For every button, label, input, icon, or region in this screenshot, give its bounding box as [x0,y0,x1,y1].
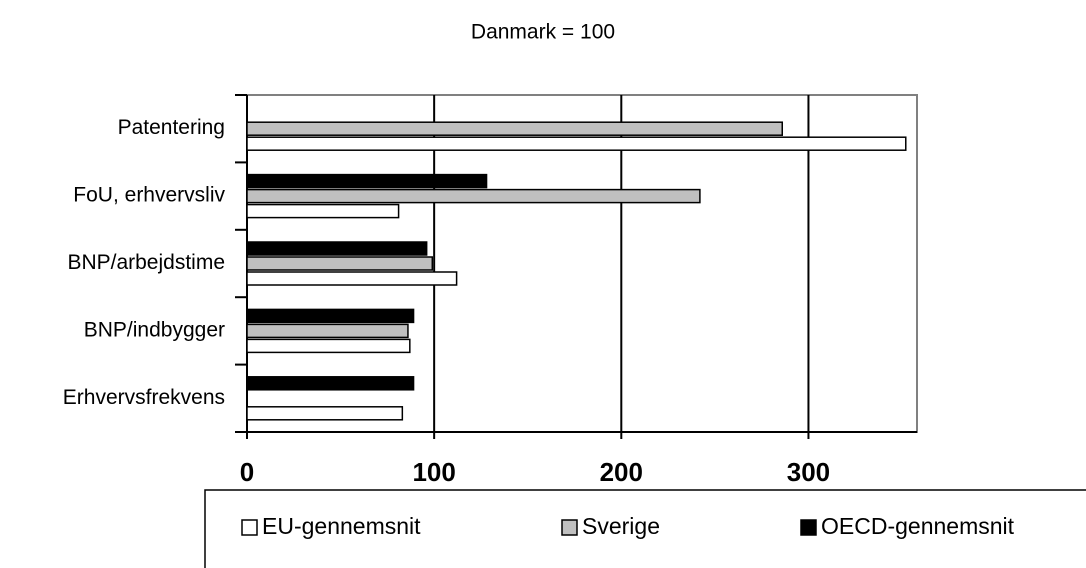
y-tick-label: Patentering [118,116,225,139]
bar [246,173,488,189]
legend-label: EU-gennemsnit [262,513,421,539]
legend-box [204,489,1086,568]
bar [246,406,404,421]
bar [246,323,409,339]
y-tick-label: BNP/indbygger [84,318,225,341]
bar [246,376,415,391]
legend-swatch [241,519,258,536]
chart-title: Danmark = 100 [471,21,615,44]
legend-label: OECD-gennemsnit [821,513,1015,539]
bar [246,121,784,136]
bar [246,241,428,256]
bar [246,188,701,204]
bar [246,256,434,271]
bar [246,136,907,151]
x-tick-label: 100 [412,457,455,487]
x-tick-label: 0 [240,457,254,487]
y-tick-label: BNP/arbejdstime [67,251,225,274]
bar [246,308,415,324]
x-tick-label: 200 [600,457,643,487]
x-tick-label: 300 [787,457,830,487]
y-tick-label: FoU, erhvervsliv [73,184,225,207]
bar [246,338,411,354]
bar [246,271,458,286]
legend-swatch [800,519,817,536]
legend-swatch [561,519,578,536]
bar [246,203,400,219]
legend-label: Sverige [582,513,660,539]
y-tick-label: Erhvervsfrekvens [63,386,225,409]
